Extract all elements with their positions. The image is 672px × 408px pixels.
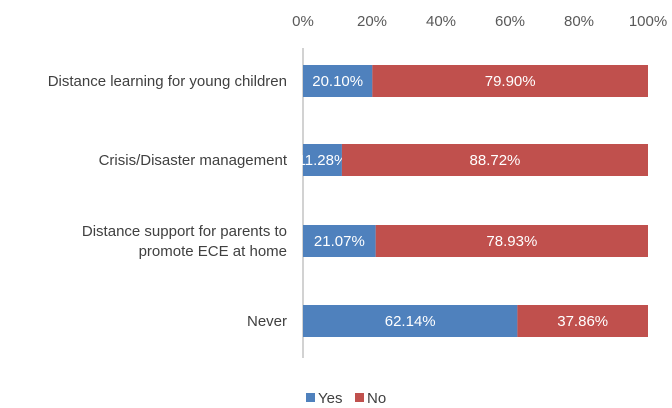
data-label: 20.10%	[312, 73, 363, 90]
legend: Yes No	[306, 390, 386, 407]
data-label: 11.28%	[298, 152, 348, 169]
x-tick-label: 80%	[564, 13, 594, 30]
category-label: Distance support for parents to	[82, 223, 287, 240]
legend-swatch	[355, 393, 364, 402]
x-tick-label: 100%	[629, 13, 667, 30]
x-tick-label: 60%	[495, 13, 525, 30]
bar-no	[517, 305, 648, 337]
data-label: 62.14%	[385, 313, 436, 330]
category-label: Crisis/Disaster management	[99, 152, 288, 169]
legend-swatch	[306, 393, 315, 402]
bar-yes	[303, 65, 373, 97]
legend-label: No	[367, 390, 386, 407]
x-axis-ticks: 0% 20% 40% 60% 80% 100%	[292, 13, 667, 30]
category-labels: Distance learning for young children Cris…	[48, 73, 288, 330]
bar-yes	[303, 225, 376, 257]
bar-yes	[303, 144, 342, 176]
bar-yes	[303, 305, 518, 337]
data-label: 37.86%	[557, 313, 608, 330]
data-label: 79.90%	[485, 73, 536, 90]
bar-no	[341, 144, 648, 176]
x-tick-label: 0%	[292, 13, 314, 30]
data-label: 78.93%	[486, 233, 537, 250]
category-label: Never	[247, 313, 287, 330]
data-label: 88.72%	[470, 152, 521, 169]
category-label: promote ECE at home	[139, 243, 287, 260]
x-tick-label: 20%	[357, 13, 387, 30]
bar-no	[375, 225, 648, 257]
legend-label: Yes	[318, 390, 342, 407]
category-label: Distance learning for young children	[48, 73, 287, 90]
bars: 20.10% 79.90% 11.28% 88.72% 21.07% 78.93% 62.1…	[298, 65, 648, 337]
data-label: 21.07%	[314, 233, 365, 250]
x-tick-label: 40%	[426, 13, 456, 30]
bar-no	[372, 65, 648, 97]
